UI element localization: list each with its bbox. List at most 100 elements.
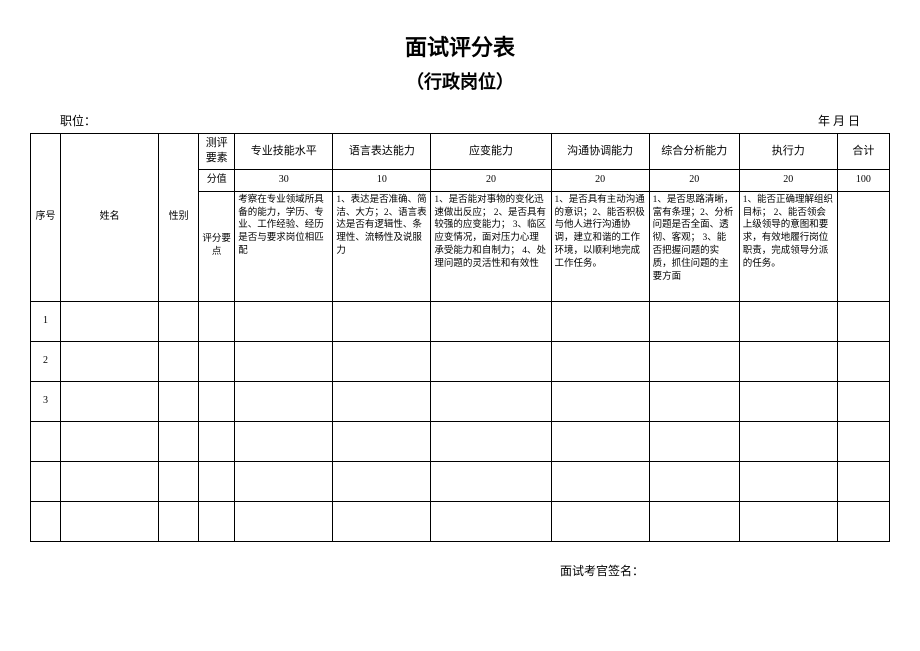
c0-cell[interactable] [235, 501, 333, 541]
page-title: 面试评分表 [30, 30, 890, 62]
name-cell[interactable] [61, 341, 159, 381]
c5-cell[interactable] [739, 381, 837, 421]
name-cell[interactable] [61, 501, 159, 541]
header-seq: 序号 [31, 134, 61, 302]
total-cell[interactable] [837, 381, 889, 421]
c3-cell[interactable] [551, 341, 649, 381]
meta-row: 职位： 年 月 日 [30, 112, 890, 133]
gender-cell[interactable] [159, 301, 199, 341]
label-cell [199, 421, 235, 461]
data-row-5 [31, 501, 890, 541]
label-cell [199, 341, 235, 381]
c3-cell[interactable] [551, 421, 649, 461]
c0-cell[interactable] [235, 421, 333, 461]
seq-cell [31, 501, 61, 541]
c2-cell[interactable] [431, 501, 551, 541]
c5-cell[interactable] [739, 421, 837, 461]
criteria-total-cell [837, 191, 889, 301]
c1-cell[interactable] [333, 461, 431, 501]
c0-cell[interactable] [235, 341, 333, 381]
col-score-4: 20 [649, 169, 739, 191]
col-criteria-5: 1、能否正确理解组织目标； 2、能否领会上级领导的意图和要求，有效地履行岗位职责… [739, 191, 837, 301]
c4-cell[interactable] [649, 501, 739, 541]
col-criteria-0: 考察在专业领域所具备的能力，学历、专业、工作经验、经历是否与要求岗位相匹配 [235, 191, 333, 301]
c2-cell[interactable] [431, 421, 551, 461]
c2-cell[interactable] [431, 381, 551, 421]
col-title-2: 应变能力 [431, 134, 551, 170]
c2-cell[interactable] [431, 301, 551, 341]
signature-label: 面试考官签名： [30, 562, 890, 579]
col-title-1: 语言表达能力 [333, 134, 431, 170]
data-row-1: 2 [31, 341, 890, 381]
position-label: 职位： [60, 112, 96, 129]
c1-cell[interactable] [333, 421, 431, 461]
c4-cell[interactable] [649, 381, 739, 421]
c0-cell[interactable] [235, 301, 333, 341]
header-name: 姓名 [61, 134, 159, 302]
data-row-0: 1 [31, 301, 890, 341]
header-row-1: 序号 姓名 性别 测评要素 专业技能水平 语言表达能力 应变能力 沟通协调能力 … [31, 134, 890, 170]
c3-cell[interactable] [551, 501, 649, 541]
c0-cell[interactable] [235, 461, 333, 501]
total-cell[interactable] [837, 301, 889, 341]
col-title-0: 专业技能水平 [235, 134, 333, 170]
data-row-2: 3 [31, 381, 890, 421]
score-table: 序号 姓名 性别 测评要素 专业技能水平 语言表达能力 应变能力 沟通协调能力 … [30, 133, 890, 542]
name-cell[interactable] [61, 381, 159, 421]
col-score-3: 20 [551, 169, 649, 191]
seq-cell [31, 421, 61, 461]
c5-cell[interactable] [739, 341, 837, 381]
gender-cell[interactable] [159, 381, 199, 421]
c1-cell[interactable] [333, 381, 431, 421]
gender-cell[interactable] [159, 501, 199, 541]
header-total: 合计 [837, 134, 889, 170]
c3-cell[interactable] [551, 461, 649, 501]
col-score-2: 20 [431, 169, 551, 191]
c3-cell[interactable] [551, 301, 649, 341]
gender-cell[interactable] [159, 341, 199, 381]
c5-cell[interactable] [739, 461, 837, 501]
c1-cell[interactable] [333, 301, 431, 341]
c4-cell[interactable] [649, 461, 739, 501]
total-cell[interactable] [837, 341, 889, 381]
c5-cell[interactable] [739, 301, 837, 341]
page-subtitle: （行政岗位） [30, 68, 890, 94]
col-score-1: 10 [333, 169, 431, 191]
score-label: 分值 [199, 169, 235, 191]
c4-cell[interactable] [649, 341, 739, 381]
name-cell[interactable] [61, 301, 159, 341]
header-gender: 性别 [159, 134, 199, 302]
total-cell[interactable] [837, 421, 889, 461]
col-title-5: 执行力 [739, 134, 837, 170]
name-cell[interactable] [61, 421, 159, 461]
total-cell[interactable] [837, 501, 889, 541]
c5-cell[interactable] [739, 501, 837, 541]
label-cell [199, 461, 235, 501]
c4-cell[interactable] [649, 421, 739, 461]
c1-cell[interactable] [333, 501, 431, 541]
c2-cell[interactable] [431, 341, 551, 381]
date-label: 年 月 日 [818, 112, 860, 129]
gender-cell[interactable] [159, 461, 199, 501]
seq-cell: 1 [31, 301, 61, 341]
col-criteria-4: 1、是否思路清晰，富有条理；2、分析问题是否全面、透彻、客观； 3、能否把握问题… [649, 191, 739, 301]
assess-label: 测评要素 [199, 134, 235, 170]
gender-cell[interactable] [159, 421, 199, 461]
c1-cell[interactable] [333, 341, 431, 381]
c0-cell[interactable] [235, 381, 333, 421]
col-criteria-3: 1、是否具有主动沟通的意识；2、能否积极与他人进行沟通协调，建立和谐的工作环境，… [551, 191, 649, 301]
seq-cell [31, 461, 61, 501]
data-row-4 [31, 461, 890, 501]
col-title-3: 沟通协调能力 [551, 134, 649, 170]
label-cell [199, 381, 235, 421]
seq-cell: 3 [31, 381, 61, 421]
total-score: 100 [837, 169, 889, 191]
c4-cell[interactable] [649, 301, 739, 341]
c2-cell[interactable] [431, 461, 551, 501]
seq-cell: 2 [31, 341, 61, 381]
col-score-0: 30 [235, 169, 333, 191]
total-cell[interactable] [837, 461, 889, 501]
name-cell[interactable] [61, 461, 159, 501]
col-criteria-1: 1、表达是否准确、简洁、大方；2、语言表达是否有逻辑性、条理性、流畅性及说服力 [333, 191, 431, 301]
c3-cell[interactable] [551, 381, 649, 421]
